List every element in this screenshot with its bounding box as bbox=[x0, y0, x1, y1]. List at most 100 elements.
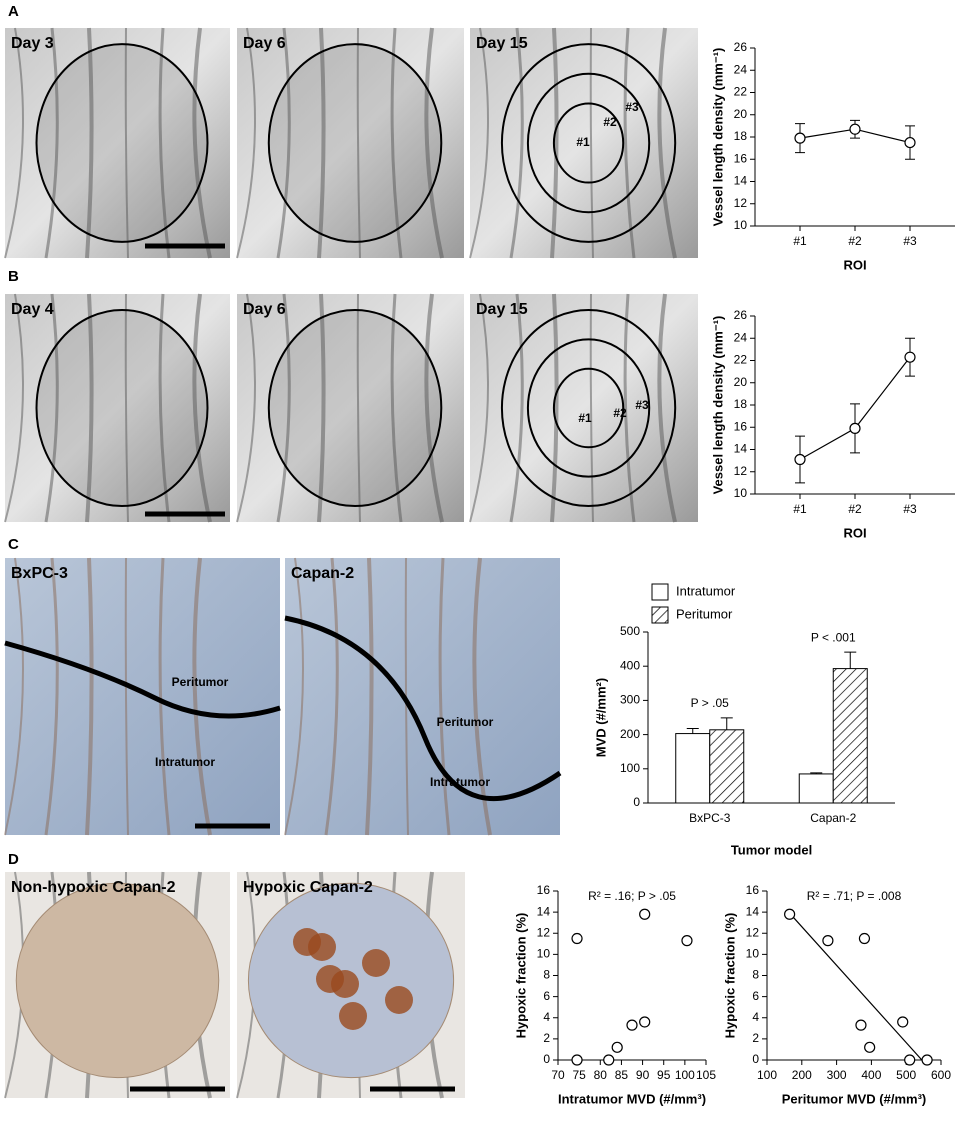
y-tick-label: 100 bbox=[620, 761, 640, 775]
bar bbox=[709, 729, 745, 804]
bar bbox=[798, 773, 834, 804]
vessel bbox=[424, 293, 444, 523]
y-tick-label: 16 bbox=[734, 151, 748, 165]
point bbox=[864, 1041, 876, 1053]
y-tick-label: 500 bbox=[620, 624, 640, 638]
y-tick-label: 26 bbox=[734, 40, 748, 54]
marker bbox=[849, 123, 861, 135]
x-axis-title: Intratumor MVD (#/mm³) bbox=[558, 1091, 706, 1106]
x-tick-label: 100 bbox=[675, 1068, 695, 1082]
x-tick-label: #2 bbox=[848, 234, 862, 248]
y-tick-label: 12 bbox=[746, 925, 760, 939]
error-bar bbox=[686, 727, 699, 734]
marker bbox=[849, 422, 861, 434]
vessel bbox=[469, 293, 489, 523]
x-tick-label: 85 bbox=[615, 1068, 629, 1082]
image-background bbox=[5, 558, 280, 835]
y-tick-label: 10 bbox=[734, 486, 748, 500]
vessel bbox=[124, 293, 129, 523]
x-axis-title: Tumor model bbox=[731, 842, 812, 857]
vessel bbox=[509, 293, 524, 523]
point bbox=[639, 1016, 651, 1028]
y-tick-label: 24 bbox=[734, 330, 748, 344]
vessel bbox=[124, 557, 129, 836]
point bbox=[639, 908, 651, 920]
micrograph bbox=[469, 293, 698, 523]
y-tick-label: 14 bbox=[734, 442, 748, 456]
annotation: P > .05 bbox=[691, 696, 729, 710]
vessel bbox=[317, 27, 326, 259]
y-tick-label: 20 bbox=[734, 375, 748, 389]
x-tick-label: 70 bbox=[551, 1068, 565, 1082]
roi-outline bbox=[526, 338, 651, 478]
roi-outline bbox=[552, 102, 625, 184]
micrograph bbox=[236, 293, 464, 523]
y-tick-label: 6 bbox=[752, 989, 759, 1003]
point bbox=[571, 1054, 583, 1066]
vessel bbox=[657, 27, 677, 259]
vessel bbox=[324, 557, 339, 836]
x-tick-label: 300 bbox=[827, 1068, 847, 1082]
y-tick-label: 300 bbox=[620, 693, 640, 707]
micrograph bbox=[236, 871, 465, 1099]
roi-outline bbox=[35, 308, 209, 508]
image-label: Day 6 bbox=[243, 35, 286, 52]
y-tick-label: 16 bbox=[746, 883, 760, 897]
micrograph bbox=[469, 27, 698, 259]
vessel bbox=[158, 557, 171, 836]
vessel bbox=[438, 557, 451, 836]
y-tick-label: 2 bbox=[543, 1031, 550, 1045]
point bbox=[603, 1054, 615, 1066]
marker bbox=[794, 132, 806, 144]
region-label: #1 bbox=[578, 411, 592, 425]
point bbox=[822, 935, 834, 947]
vessel bbox=[158, 27, 171, 259]
panel-label: B bbox=[8, 268, 19, 285]
x-tick-label: #2 bbox=[848, 502, 862, 516]
point bbox=[855, 1019, 867, 1031]
roi-outline bbox=[552, 367, 625, 449]
vessel bbox=[85, 293, 94, 523]
point bbox=[626, 1019, 638, 1031]
roi-outline bbox=[267, 308, 443, 508]
vessel bbox=[276, 27, 291, 259]
region-label: #3 bbox=[635, 398, 649, 412]
x-tick-label: #3 bbox=[903, 502, 917, 516]
vessel bbox=[509, 27, 524, 259]
annotation: P < .001 bbox=[811, 630, 856, 644]
vessel bbox=[589, 27, 594, 259]
x-tick-label: 100 bbox=[757, 1068, 777, 1082]
tumor-border bbox=[4, 640, 281, 719]
image-label: Day 15 bbox=[476, 301, 528, 318]
x-tick-label: 105 bbox=[696, 1068, 716, 1082]
y-tick-label: 0 bbox=[543, 1052, 550, 1066]
y-tick-label: 8 bbox=[543, 968, 550, 982]
roi-outline bbox=[500, 43, 677, 243]
y-tick-label: 26 bbox=[734, 308, 748, 322]
y-tick-label: 12 bbox=[537, 925, 551, 939]
y-tick-label: 10 bbox=[746, 947, 760, 961]
legend-label: Peritumor bbox=[676, 606, 733, 621]
x-tick-label: #3 bbox=[903, 234, 917, 248]
region-label: Intratumor bbox=[155, 755, 215, 769]
vessel bbox=[236, 293, 256, 523]
bar bbox=[675, 733, 711, 804]
vessel bbox=[365, 557, 374, 836]
y-axis-title: Hypoxic fraction (%) bbox=[513, 913, 528, 1039]
y-tick-label: 0 bbox=[633, 795, 640, 809]
vessel bbox=[236, 27, 256, 259]
vessel bbox=[44, 27, 59, 259]
region-label: Peritumor bbox=[437, 715, 494, 729]
trend-line bbox=[789, 912, 923, 1061]
vessel bbox=[44, 293, 59, 523]
x-tick-label: BxPC-3 bbox=[689, 811, 731, 825]
hypoxic-stain bbox=[339, 1002, 367, 1030]
x-axis-title: ROI bbox=[843, 525, 866, 540]
y-tick-label: 0 bbox=[752, 1052, 759, 1066]
point bbox=[858, 932, 871, 945]
vessel bbox=[550, 27, 559, 259]
y-tick-label: 8 bbox=[752, 968, 759, 982]
y-tick-label: 14 bbox=[537, 904, 551, 918]
vessel bbox=[192, 27, 212, 259]
